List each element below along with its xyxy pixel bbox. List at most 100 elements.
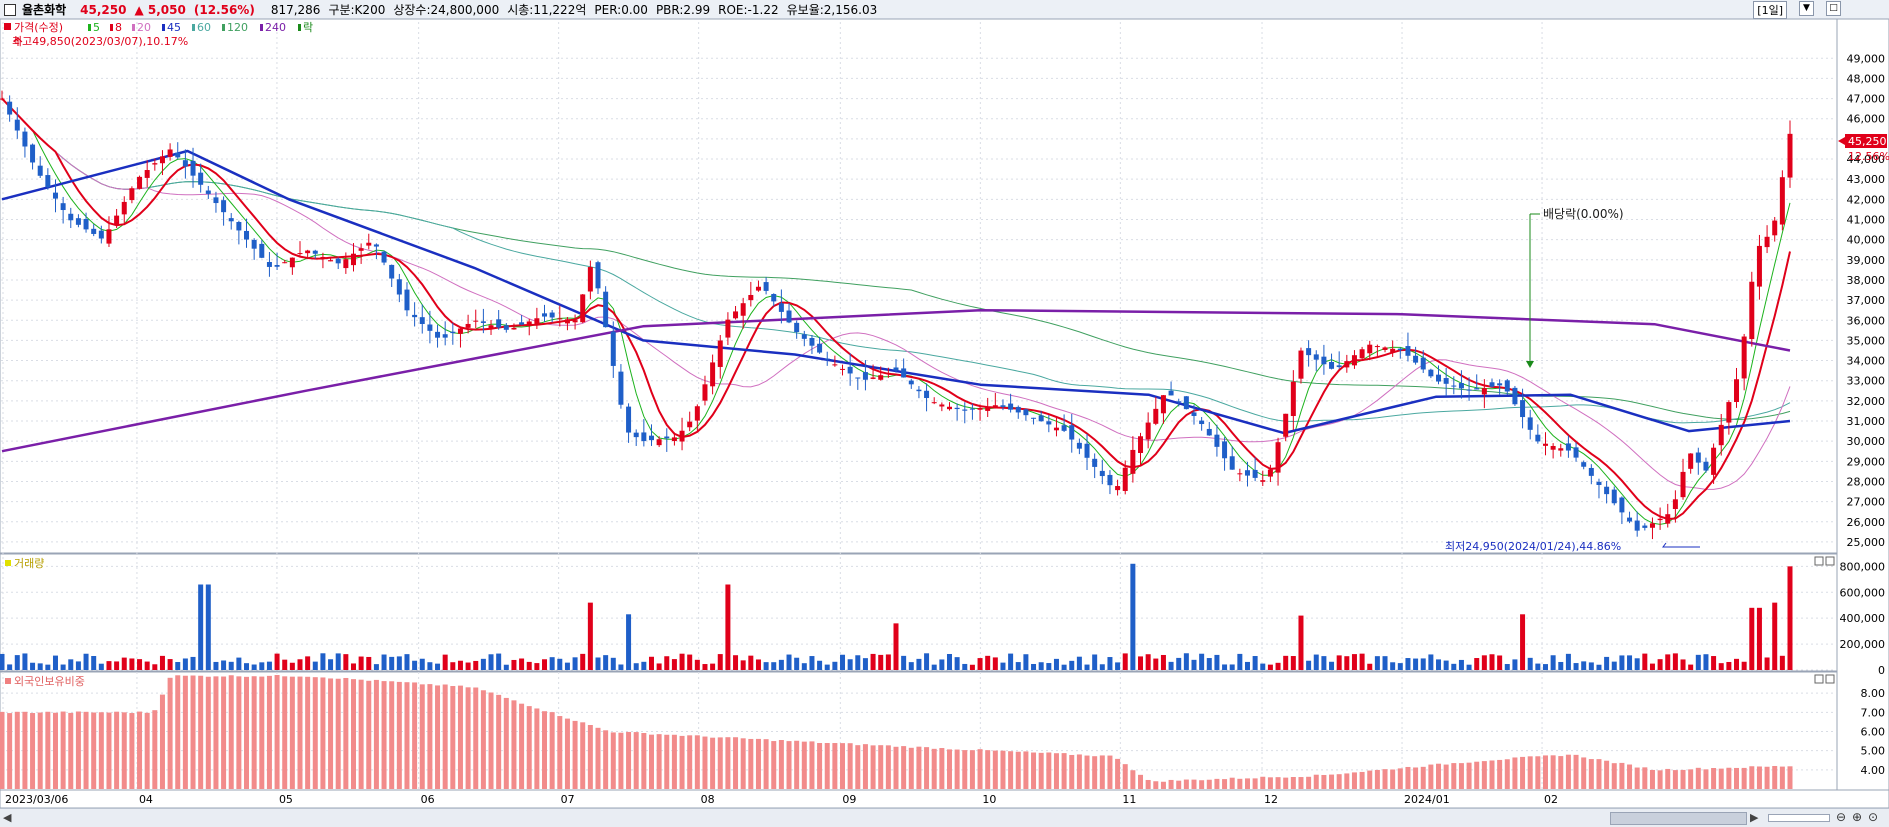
zoom-reset-icon[interactable]: ⊙ [1868,810,1879,824]
volume-bar [91,656,97,670]
foreign-bar [1489,760,1495,789]
zoom-out-icon[interactable]: ⊖ [1836,810,1847,824]
volume-bar [656,663,662,670]
scroll-left-icon[interactable]: ◀ [3,811,12,824]
candle-body [924,390,930,399]
foreign-bar [1191,779,1197,789]
scroll-right-icon[interactable]: ▶ [1750,811,1759,824]
foreign-bar [901,746,907,789]
foreign-bar [1734,767,1740,789]
foreign-bar [1099,755,1105,789]
volume-bar [1649,663,1655,670]
foreign-bar [1688,769,1694,789]
horizontal-scrollbar[interactable]: ◀ ▶ ⊖ ⊕ ⊙ [0,808,1889,827]
candle-body [1260,480,1266,482]
candle-body [213,197,219,204]
foreign-bar [534,708,540,789]
volume-bar [251,664,257,670]
candle-body [1413,355,1419,363]
volume-bar [404,654,410,670]
price-tick-label: 25,000 [1847,536,1886,549]
high-annotation: 최고49,850(2023/03/07),10.17% [12,35,188,48]
volume-bar [1688,664,1694,670]
foreign-bar [526,706,532,789]
foreign-bar [580,722,586,789]
candle-body [870,377,876,379]
candle-body [1787,133,1793,178]
foreign-bar [1053,753,1059,789]
dropdown-icon[interactable]: ▼ [1799,1,1814,16]
price-tick-label: 44,000 [1847,153,1886,166]
x-tick-label: 10 [982,793,996,806]
candle-body [167,149,173,157]
volume-bar [1596,664,1602,670]
volume-bar [1351,654,1357,670]
foreign-bar [465,687,471,789]
volume-tick-label: 200,000 [1840,638,1886,651]
volume-bar [52,655,58,670]
volume-bar [335,653,341,670]
select-checkbox[interactable] [4,3,16,16]
volume-bar [641,661,647,670]
candle-body [335,258,341,264]
foreign-bar [60,711,66,789]
candle-body [1634,520,1640,531]
foreign-bar [679,735,685,789]
period-selector[interactable]: [1일] [1753,1,1787,19]
price-tick-label: 30,000 [1847,435,1886,448]
foreign-bar [1252,778,1258,789]
candle-body [992,405,998,408]
candle-body [435,331,441,338]
price-tick-label: 34,000 [1847,355,1886,368]
volume-bar [1344,656,1350,670]
volume-bar [137,659,143,670]
foreign-bar [190,675,196,789]
volume-bar [98,663,104,670]
volume-bar [22,653,28,670]
volume-tick-label: 400,000 [1840,612,1886,625]
candle-body [175,152,181,158]
volume-bar [1000,662,1006,670]
ma-legend-swatch [110,24,113,31]
volume-bar [1306,660,1312,670]
candle-body [847,366,853,374]
ma-legend-swatch [192,24,195,31]
maximize-icon[interactable]: □ [1826,1,1841,16]
current-price: 45,250 [80,2,127,17]
candle-body [228,218,234,222]
scroll-thumb[interactable] [1610,812,1747,825]
low-annotation: 최저24,950(2024/01/24),44.86% [1445,540,1700,553]
candle-body [389,264,395,279]
foreign-bar [702,736,708,789]
volume-bar [885,654,891,670]
foreign-bar [1642,767,1648,789]
foreign-bar [473,687,479,789]
candle-body [572,320,578,323]
panel-controls[interactable] [1814,556,1835,684]
foreign-bar [1604,760,1610,789]
volume-bar [1695,654,1701,670]
candle-body [1367,344,1373,354]
price-tick-label: 28,000 [1847,475,1886,488]
stock-chart[interactable]: 25,000 26,000 27,000 28,000 29,000 30,000 31,0… [0,0,1889,808]
price-tick-label: 31,000 [1847,415,1886,428]
ma-45-line [1,149,1791,435]
price-tick-label: 42,000 [1847,193,1886,206]
dividend-note: 배당락(0.00%) [1543,207,1624,221]
foreign-bar [1756,766,1762,789]
x-tick-label: 12 [1264,793,1278,806]
foreign-bar [1726,767,1732,789]
candle-body [1695,452,1701,463]
volume-bar [496,653,502,670]
zoom-in-icon[interactable]: ⊕ [1852,810,1863,824]
volume-bar [1772,602,1778,670]
candle-body [45,175,51,188]
volume-bar [68,659,74,670]
volume-bar [847,659,853,670]
foreign-bar [916,746,922,789]
candle-body [1657,518,1663,521]
candle-body [763,282,769,291]
price-change: ▲ 5,050 [134,2,186,17]
zoom-slider[interactable] [1768,814,1830,822]
foreign-bar [519,703,525,789]
